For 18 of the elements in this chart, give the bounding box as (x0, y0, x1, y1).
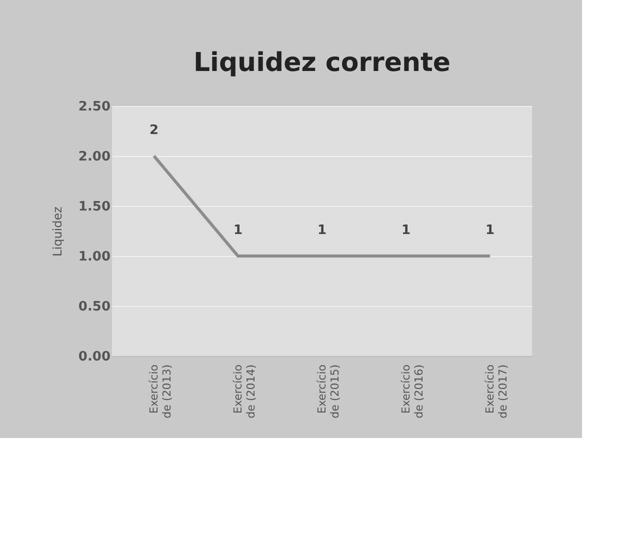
y-axis-title: Liquidez (50, 206, 64, 256)
data-label: 2 (149, 123, 159, 138)
x-tick-label: Exercício de (2013) (148, 364, 174, 418)
y-tick-label: 1.50 (78, 200, 110, 214)
x-tick-label: Exercício de (2015) (316, 364, 342, 418)
chart-title: Liquidez corrente (193, 48, 451, 78)
x-tick-label: Exercício de (2016) (400, 364, 426, 418)
data-label: 1 (401, 223, 411, 238)
y-tick-label: 1.00 (78, 250, 110, 264)
data-label: 1 (485, 223, 495, 238)
y-tick-label: 2.00 (78, 150, 110, 164)
x-tick-label: Exercício de (2014) (232, 364, 258, 418)
x-tick-label: Exercício de (2017) (484, 364, 510, 418)
y-tick-label: 0.50 (78, 300, 110, 314)
data-label: 1 (233, 223, 243, 238)
data-label: 1 (317, 223, 327, 238)
y-tick-label: 0.00 (78, 350, 110, 364)
y-tick-label: 2.50 (78, 100, 110, 114)
